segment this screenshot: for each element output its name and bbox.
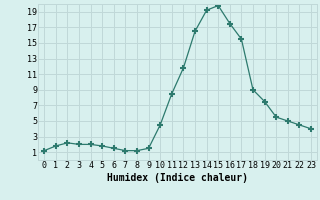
X-axis label: Humidex (Indice chaleur): Humidex (Indice chaleur) — [107, 173, 248, 183]
